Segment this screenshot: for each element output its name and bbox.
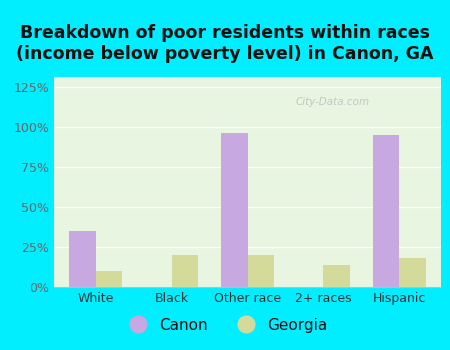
Bar <box>96 271 122 287</box>
Legend: Canon, Georgia: Canon, Georgia <box>117 312 333 339</box>
Bar <box>399 258 426 287</box>
Bar <box>171 255 198 287</box>
Bar <box>324 265 350 287</box>
Bar <box>69 231 96 287</box>
Bar <box>248 255 274 287</box>
Text: Breakdown of poor residents within races
(income below poverty level) in Canon, : Breakdown of poor residents within races… <box>16 25 434 63</box>
Text: City-Data.com: City-Data.com <box>296 97 370 107</box>
Bar <box>373 135 399 287</box>
Bar <box>221 133 248 287</box>
